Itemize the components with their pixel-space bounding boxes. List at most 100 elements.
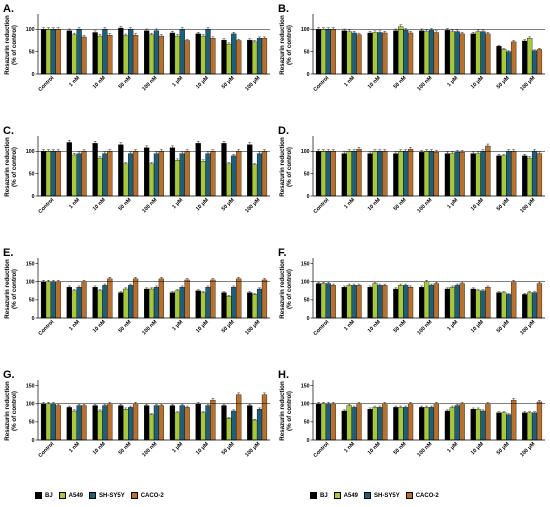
category-label: 1 μM bbox=[446, 197, 459, 210]
bar-shsy5y-3 bbox=[128, 153, 134, 197]
bar-caco2-5 bbox=[459, 283, 465, 319]
bar-bj-8 bbox=[522, 40, 528, 75]
bar-shsy5y-5 bbox=[454, 405, 460, 441]
category-label: 50 μM bbox=[496, 319, 511, 334]
bar-caco2-3 bbox=[407, 32, 414, 75]
bar-caco2-1 bbox=[356, 148, 362, 197]
bar-a549-4 bbox=[148, 288, 155, 319]
chart-b: B.Resazurin reduction (% of control) 0 50 10… bbox=[278, 3, 545, 93]
bar-a549-2 bbox=[372, 151, 378, 197]
bar-shsy5y-3 bbox=[128, 407, 134, 441]
bar-shsy5y-8 bbox=[531, 151, 538, 197]
bar-caco2-6 bbox=[210, 151, 216, 197]
bar-caco2-2 bbox=[107, 278, 113, 319]
bar-a549-5 bbox=[174, 290, 180, 319]
bar-shsy5y-6 bbox=[480, 151, 486, 197]
bar-bj-3 bbox=[118, 405, 124, 441]
y-axis-title: Resazurin reduction (% of control) bbox=[279, 381, 293, 441]
bar-caco2-7 bbox=[511, 151, 517, 197]
panel-label: F. bbox=[278, 247, 287, 259]
y-axis-title-line1: Resazurin reduction bbox=[4, 259, 11, 319]
legend-label: CACO-2 bbox=[415, 492, 439, 499]
category-label: 1 μM bbox=[446, 319, 459, 332]
category-label: 100 nM bbox=[141, 75, 159, 93]
bar-caco2-5 bbox=[459, 33, 465, 75]
legend-label: A549 bbox=[343, 492, 359, 499]
bar-shsy5y-8 bbox=[531, 50, 538, 75]
bar-shsy5y-5 bbox=[179, 29, 185, 75]
bar-caco2-6 bbox=[485, 33, 491, 75]
bar-shsy5y-3 bbox=[128, 29, 134, 75]
y-tick-label: 150 bbox=[301, 261, 310, 267]
bar-shsy5y-3 bbox=[403, 151, 409, 197]
bar-caco2-6 bbox=[210, 399, 216, 441]
bar-a549-2 bbox=[97, 35, 103, 75]
y-tick-label: 0 bbox=[307, 72, 310, 78]
bar-a549-1 bbox=[71, 290, 77, 319]
category-label: 10 μM bbox=[195, 319, 210, 334]
bar-bj-2 bbox=[367, 287, 373, 319]
legend-item-shsy5y: SH-SY5Y bbox=[364, 492, 400, 499]
category-label: 100 μM bbox=[519, 75, 537, 93]
bar-a549-7 bbox=[226, 296, 232, 319]
y-tick-label: 100 bbox=[301, 280, 310, 286]
y-axis-title-line2: (% of control) bbox=[286, 25, 293, 65]
bar-shsy5y-1 bbox=[76, 29, 82, 75]
chart-c: C.Resazurin reduction (% of control) 0 50 10… bbox=[3, 125, 270, 215]
bar-a549-1 bbox=[346, 285, 352, 319]
legend-swatch bbox=[405, 492, 413, 499]
bar-caco2-6 bbox=[485, 287, 491, 319]
bar-a549-6 bbox=[475, 290, 481, 319]
bar-bj-2 bbox=[367, 409, 373, 441]
bar-shsy5y-5 bbox=[454, 152, 460, 197]
legend-swatch bbox=[364, 492, 372, 499]
y-tick-label: 100 bbox=[301, 402, 310, 408]
bar-caco2-8 bbox=[536, 283, 543, 319]
bar-bj-5 bbox=[169, 405, 176, 441]
bar-a549-0 bbox=[320, 29, 327, 75]
bar-a549-1 bbox=[346, 151, 352, 197]
bar-caco2-4 bbox=[158, 405, 164, 441]
y-axis-title-line2: (% of control) bbox=[286, 269, 293, 309]
category-label: 100 μM bbox=[519, 441, 537, 459]
bar-caco2-8 bbox=[536, 401, 543, 441]
bar-shsy5y-7 bbox=[506, 414, 512, 441]
bar-a549-7 bbox=[226, 418, 232, 441]
chart-f: F.Resazurin reduction (% of control) 0 50 10… bbox=[278, 247, 545, 337]
bar-caco2-4 bbox=[433, 403, 439, 441]
y-axis-title-line2: (% of control) bbox=[286, 147, 293, 187]
bar-bj-5 bbox=[169, 147, 176, 197]
legend-label: SH-SY5Y bbox=[374, 492, 400, 499]
category-label: 10 nM bbox=[92, 441, 107, 456]
bar-a549-6 bbox=[475, 31, 481, 75]
category-label: 1 nM bbox=[343, 197, 356, 210]
category-label: 10 μM bbox=[470, 319, 485, 334]
bar-bj-1 bbox=[66, 407, 72, 441]
legend: BJ A549 SH-SY5Y CACO-2 BJ A549 SH-SY5Y CACO-2 bbox=[0, 492, 550, 506]
category-label: 50 nM bbox=[118, 197, 133, 212]
legend-swatch bbox=[130, 492, 138, 499]
bar-a549-5 bbox=[449, 153, 455, 197]
bar-shsy5y-6 bbox=[205, 153, 211, 197]
bar-bj-2 bbox=[92, 405, 98, 441]
category-label: 100 μM bbox=[244, 319, 262, 337]
category-label: 1 nM bbox=[343, 319, 356, 332]
bar-bj-5 bbox=[169, 32, 176, 75]
bar-bj-6 bbox=[195, 290, 201, 319]
category-label: 50 nM bbox=[393, 197, 408, 212]
category-label: 10 nM bbox=[367, 197, 382, 212]
bar-a549-0 bbox=[45, 403, 52, 441]
bar-shsy5y-5 bbox=[179, 405, 185, 441]
bar-a549-7 bbox=[501, 155, 507, 197]
bar-shsy5y-0 bbox=[50, 151, 56, 197]
category-label: 50 nM bbox=[393, 75, 408, 90]
category-label: 1 nM bbox=[68, 319, 81, 332]
bar-a549-3 bbox=[123, 409, 129, 441]
y-axis-title-line1: Resazurin reduction bbox=[4, 15, 11, 75]
category-label: 10 μM bbox=[470, 75, 485, 90]
category-label: 100 nM bbox=[416, 197, 434, 215]
y-tick-label: 100 bbox=[26, 27, 35, 33]
bar-shsy5y-2 bbox=[377, 407, 383, 441]
bar-caco2-3 bbox=[407, 287, 414, 319]
